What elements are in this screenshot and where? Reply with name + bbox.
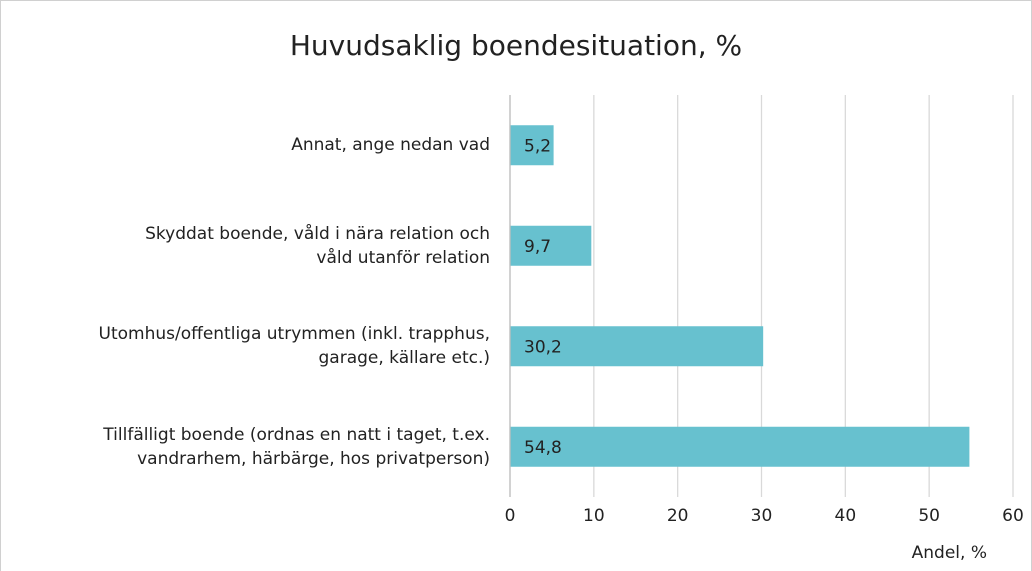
value-label: 54,8 (524, 438, 562, 458)
value-label: 9,7 (524, 237, 551, 257)
x-axis-title: Andel, % (912, 543, 987, 563)
bar (510, 426, 970, 467)
x-tick-label: 20 (667, 506, 689, 526)
y-tick-label: Skyddat boende, våld i nära relation och… (145, 223, 490, 268)
x-tick-label: 50 (918, 506, 940, 526)
x-tick-label: 40 (835, 506, 857, 526)
y-tick-label: Utomhus/offentliga utrymmen (inkl. trapp… (98, 324, 491, 369)
x-tick-label: 10 (583, 506, 605, 526)
x-tick-label: 60 (1002, 506, 1024, 526)
y-tick-label: Annat, ange nedan vad (291, 135, 490, 156)
y-tick-label: Tillfälligt boende (ordnas en natt i tag… (103, 424, 490, 469)
value-label: 30,2 (524, 337, 562, 357)
x-tick-label: 0 (505, 506, 516, 526)
bar (510, 326, 764, 367)
bar (510, 125, 554, 166)
x-tick-label: 30 (751, 506, 773, 526)
bar (510, 225, 592, 266)
value-label: 5,2 (524, 136, 551, 156)
chart-title: Huvudsaklig boendesituation, % (290, 29, 742, 62)
